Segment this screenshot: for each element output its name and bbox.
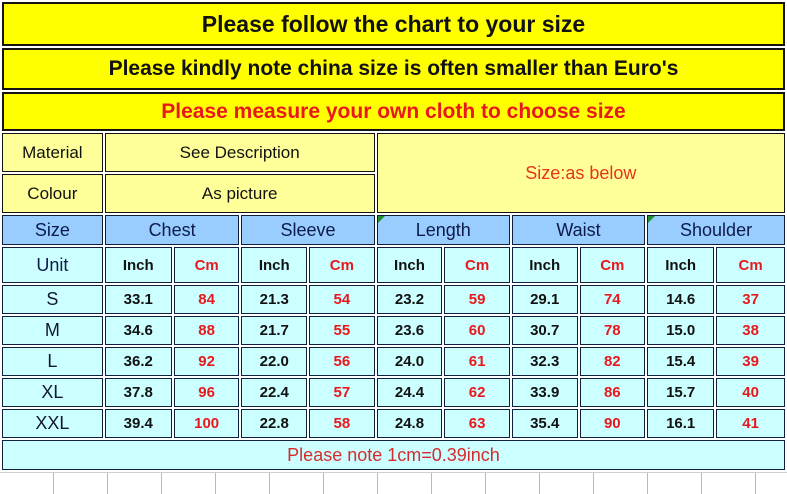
sleeve-cm-cell: 57 (309, 378, 375, 407)
shoulder-inch-cell: 16.1 (647, 409, 715, 438)
conversion-note: Please note 1cm=0.39inch (2, 440, 785, 470)
length-cm-cell: 60 (444, 316, 510, 345)
shoulder-inch-cell: 15.7 (647, 378, 715, 407)
chest-cm-cell: 100 (173, 409, 240, 438)
length-inch-cell: 23.6 (376, 316, 443, 345)
material-label: Material (2, 133, 103, 172)
column-header-shoulder: Shoulder (647, 215, 785, 245)
shoulder-inch-cell: 15.0 (647, 316, 715, 345)
column-header-chest: Chest (104, 215, 240, 245)
sleeve-cm-cell: 58 (309, 409, 375, 438)
size-cell: XL (2, 378, 103, 407)
waist-cm-cell: 78 (579, 316, 646, 345)
spreadsheet-gridline-strip (0, 472, 787, 494)
material-value: See Description (104, 133, 375, 172)
waist-inch-cell: 29.1 (511, 285, 578, 314)
banner-china-size-note: Please kindly note china size is often s… (2, 48, 785, 90)
cell-flag-icon (377, 216, 385, 223)
waist-inch-cell: 30.7 (511, 316, 578, 345)
sleeve-inch-cell: 22.4 (241, 378, 308, 407)
waist-cm-cell: 86 (579, 378, 646, 407)
size-cell: S (2, 285, 103, 314)
sleeve-inch-cell: 21.3 (241, 285, 308, 314)
table-row-l: L 36.2 92 22.0 56 24.0 61 32.3 82 15.4 3… (2, 347, 785, 376)
waist-cm-cell: 82 (579, 347, 646, 376)
unit-cm-header: Cm (716, 247, 785, 283)
table-row-xl: XL 37.8 96 22.4 57 24.4 62 33.9 86 15.7 … (2, 378, 785, 407)
size-cell: L (2, 347, 103, 376)
table-row-s: S 33.1 84 21.3 54 23.2 59 29.1 74 14.6 3… (2, 285, 785, 314)
column-header-length: Length (376, 215, 510, 245)
banner-follow-chart: Please follow the chart to your size (2, 2, 785, 46)
sleeve-inch-cell: 22.0 (241, 347, 308, 376)
chest-cm-cell: 96 (173, 378, 240, 407)
unit-cm-header: Cm (579, 247, 646, 283)
column-header-waist: Waist (511, 215, 646, 245)
length-inch-cell: 24.0 (376, 347, 443, 376)
unit-inch-header: Inch (241, 247, 308, 283)
sleeve-cm-cell: 55 (309, 316, 375, 345)
colour-value: As picture (104, 174, 375, 213)
length-inch-cell: 24.8 (376, 409, 443, 438)
length-cm-cell: 61 (444, 347, 510, 376)
length-cm-cell: 63 (444, 409, 510, 438)
chest-inch-cell: 37.8 (104, 378, 172, 407)
sleeve-cm-cell: 54 (309, 285, 375, 314)
column-header-sleeve: Sleeve (241, 215, 375, 245)
waist-inch-cell: 33.9 (511, 378, 578, 407)
shoulder-cm-cell: 39 (716, 347, 785, 376)
unit-inch-header: Inch (647, 247, 715, 283)
size-cell: XXL (2, 409, 103, 438)
shoulder-cm-cell: 41 (716, 409, 785, 438)
waist-inch-cell: 35.4 (511, 409, 578, 438)
shoulder-inch-cell: 14.6 (647, 285, 715, 314)
table-row-m: M 34.6 88 21.7 55 23.6 60 30.7 78 15.0 3… (2, 316, 785, 345)
shoulder-cm-cell: 37 (716, 285, 785, 314)
size-as-below-note: Size:as below (376, 133, 785, 213)
column-header-shoulder-label: Shoulder (680, 219, 753, 240)
banner-measure-cloth: Please measure your own cloth to choose … (2, 92, 785, 131)
chest-cm-cell: 92 (173, 347, 240, 376)
shoulder-cm-cell: 40 (716, 378, 785, 407)
unit-inch-header: Inch (511, 247, 578, 283)
chest-cm-cell: 88 (173, 316, 240, 345)
chest-inch-cell: 36.2 (104, 347, 172, 376)
colour-label: Colour (2, 174, 103, 213)
unit-inch-header: Inch (104, 247, 172, 283)
chest-inch-cell: 39.4 (104, 409, 172, 438)
column-header-size: Size (2, 215, 103, 245)
unit-cm-header: Cm (309, 247, 375, 283)
cell-flag-icon (648, 216, 656, 223)
chest-inch-cell: 33.1 (104, 285, 172, 314)
waist-inch-cell: 32.3 (511, 347, 578, 376)
unit-inch-header: Inch (376, 247, 443, 283)
unit-row-label: Unit (2, 247, 103, 283)
column-header-length-label: Length (415, 219, 471, 240)
length-cm-cell: 59 (444, 285, 510, 314)
waist-cm-cell: 90 (579, 409, 646, 438)
chest-cm-cell: 84 (173, 285, 240, 314)
sleeve-inch-cell: 22.8 (241, 409, 308, 438)
chest-inch-cell: 34.6 (104, 316, 172, 345)
size-cell: M (2, 316, 103, 345)
waist-cm-cell: 74 (579, 285, 646, 314)
sleeve-cm-cell: 56 (309, 347, 375, 376)
shoulder-inch-cell: 15.4 (647, 347, 715, 376)
length-inch-cell: 24.4 (376, 378, 443, 407)
length-inch-cell: 23.2 (376, 285, 443, 314)
size-chart-table: Please follow the chart to your size Ple… (0, 0, 787, 472)
length-cm-cell: 62 (444, 378, 510, 407)
shoulder-cm-cell: 38 (716, 316, 785, 345)
unit-cm-header: Cm (444, 247, 510, 283)
table-row-xxl: XXL 39.4 100 22.8 58 24.8 63 35.4 90 16.… (2, 409, 785, 438)
unit-cm-header: Cm (173, 247, 240, 283)
sleeve-inch-cell: 21.7 (241, 316, 308, 345)
